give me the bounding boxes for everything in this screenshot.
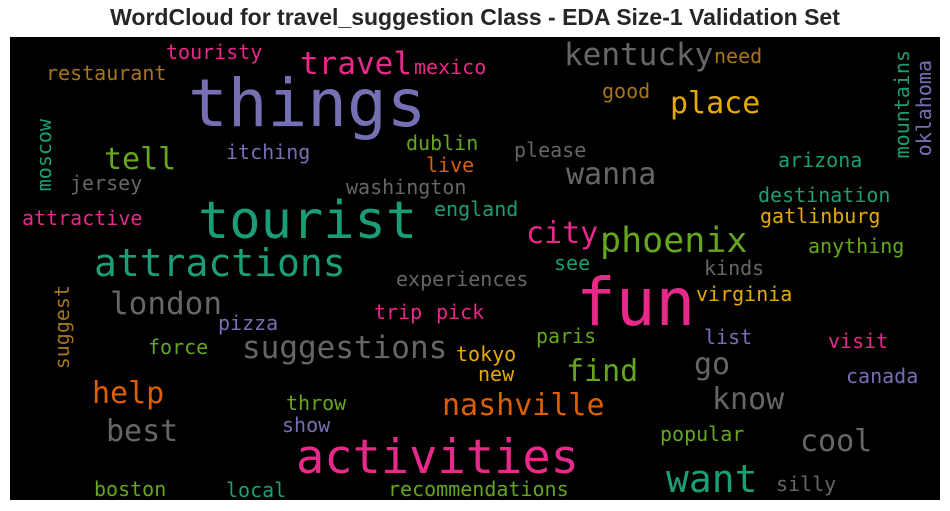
word-anything: anything: [808, 234, 905, 258]
word-tell: tell: [104, 142, 177, 177]
word-good: good: [602, 79, 651, 103]
word-oklahoma: oklahoma: [912, 60, 936, 157]
word-popular: popular: [660, 422, 745, 446]
word-cloud: things fun tourist activities attractions pho…: [10, 37, 940, 500]
word-new: new: [478, 362, 515, 386]
word-nashville: nashville: [442, 388, 605, 423]
word-recommendations: recommendations: [388, 477, 569, 500]
word-moscow: moscow: [32, 119, 56, 192]
chart-title: WordCloud for travel_suggestion Class - …: [110, 4, 840, 30]
word-force: force: [148, 335, 209, 359]
word-mexico: mexico: [414, 55, 487, 79]
word-list: list: [704, 325, 753, 349]
word-england: england: [434, 197, 519, 221]
word-virginia: virginia: [696, 282, 793, 306]
word-live: live: [426, 153, 475, 177]
word-help: help: [92, 376, 165, 411]
word-paris: paris: [536, 324, 597, 348]
word-wanna: wanna: [566, 157, 657, 192]
word-kentucky: kentucky: [564, 37, 714, 73]
word-activities: activities: [296, 430, 579, 485]
word-boston: boston: [94, 477, 167, 500]
word-want: want: [666, 457, 758, 500]
word-phoenix: phoenix: [600, 221, 748, 261]
word-place: place: [670, 86, 761, 121]
word-experiences: experiences: [396, 267, 529, 291]
word-travel: travel: [300, 46, 412, 82]
word-pizza: pizza: [218, 311, 279, 335]
word-tourist: tourist: [198, 191, 418, 251]
word-go: go: [694, 347, 731, 382]
word-visit: visit: [828, 329, 889, 353]
word-trip: trip: [374, 300, 423, 324]
word-jersey: jersey: [70, 171, 143, 195]
word-fun: fun: [576, 264, 696, 341]
word-mountains: mountains: [890, 50, 914, 159]
word-throw: throw: [286, 391, 347, 415]
word-kinds: kinds: [704, 256, 765, 280]
word-attractive: attractive: [22, 206, 143, 230]
word-destination: destination: [758, 183, 891, 207]
word-attractions: attractions: [94, 241, 346, 285]
word-things: things: [188, 65, 427, 142]
word-need: need: [714, 44, 763, 68]
word-city: city: [526, 216, 599, 251]
word-show: show: [282, 413, 331, 437]
word-itching: itching: [226, 140, 311, 164]
word-restaurant: restaurant: [46, 61, 167, 85]
word-touristy: touristy: [166, 40, 263, 64]
word-canada: canada: [846, 364, 919, 388]
word-london: london: [110, 286, 222, 322]
word-cool: cool: [800, 424, 873, 459]
word-local: local: [226, 478, 287, 500]
word-find: find: [566, 354, 639, 389]
word-know: know: [712, 382, 785, 417]
word-please: please: [514, 138, 587, 162]
word-dublin: dublin: [406, 131, 479, 155]
word-best: best: [106, 414, 179, 449]
word-pick: pick: [436, 300, 485, 324]
word-suggestions: suggestions: [242, 330, 448, 366]
word-tokyo: tokyo: [456, 342, 517, 366]
word-silly: silly: [776, 472, 837, 496]
word-arizona: arizona: [778, 148, 863, 172]
word-gatlinburg: gatlinburg: [760, 204, 881, 228]
word-suggest: suggest: [50, 285, 74, 370]
word-washington: washington: [346, 175, 467, 199]
word-see: see: [554, 251, 591, 275]
